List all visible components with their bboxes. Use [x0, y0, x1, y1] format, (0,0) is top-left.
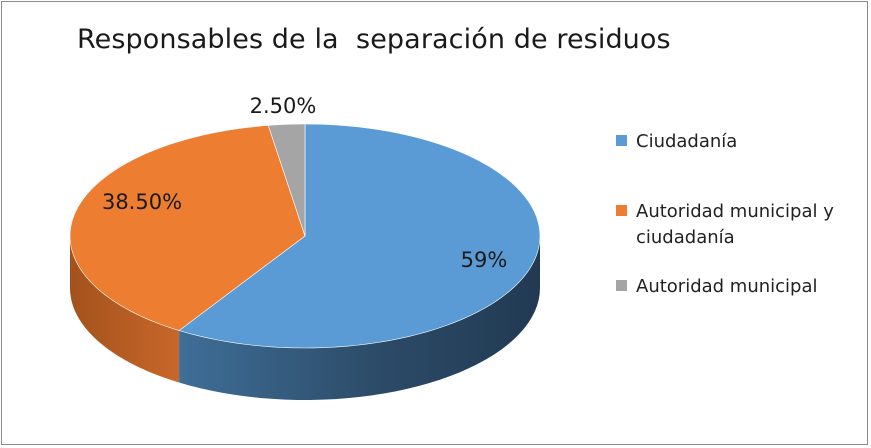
pie-labels: 59% 38.50% 2.50% [102, 94, 507, 272]
pie-slice-1 [69, 125, 306, 331]
pie-side-0 [179, 236, 540, 400]
legend-label-2: Autoridad municipal [636, 274, 866, 300]
pie-sides [70, 236, 540, 400]
chart-title: Responsables de la separación de residuo… [77, 24, 671, 55]
legend-label-line: Autoridad municipal [636, 276, 818, 297]
pie-tops [69, 123, 541, 349]
legend-swatch-2 [616, 280, 627, 291]
legend-label-line: ciudadanía [636, 227, 735, 248]
legend-swatch-1 [616, 205, 627, 216]
legend-label-line: Autoridad municipal y [636, 201, 834, 222]
data-label-1: 38.50% [102, 190, 182, 214]
legend-label-line: Ciudadanía [636, 131, 738, 152]
pie-slice-2 [267, 123, 306, 237]
data-label-0: 59% [461, 248, 508, 272]
legend-label-0: Ciudadanía [636, 129, 866, 155]
data-label-2: 2.50% [250, 94, 317, 118]
pie-slice-0 [178, 123, 541, 349]
legend-swatch-0 [616, 135, 627, 146]
legend-label-1: Autoridad municipal y ciudadanía [636, 199, 866, 251]
pie-side-1 [70, 236, 180, 383]
